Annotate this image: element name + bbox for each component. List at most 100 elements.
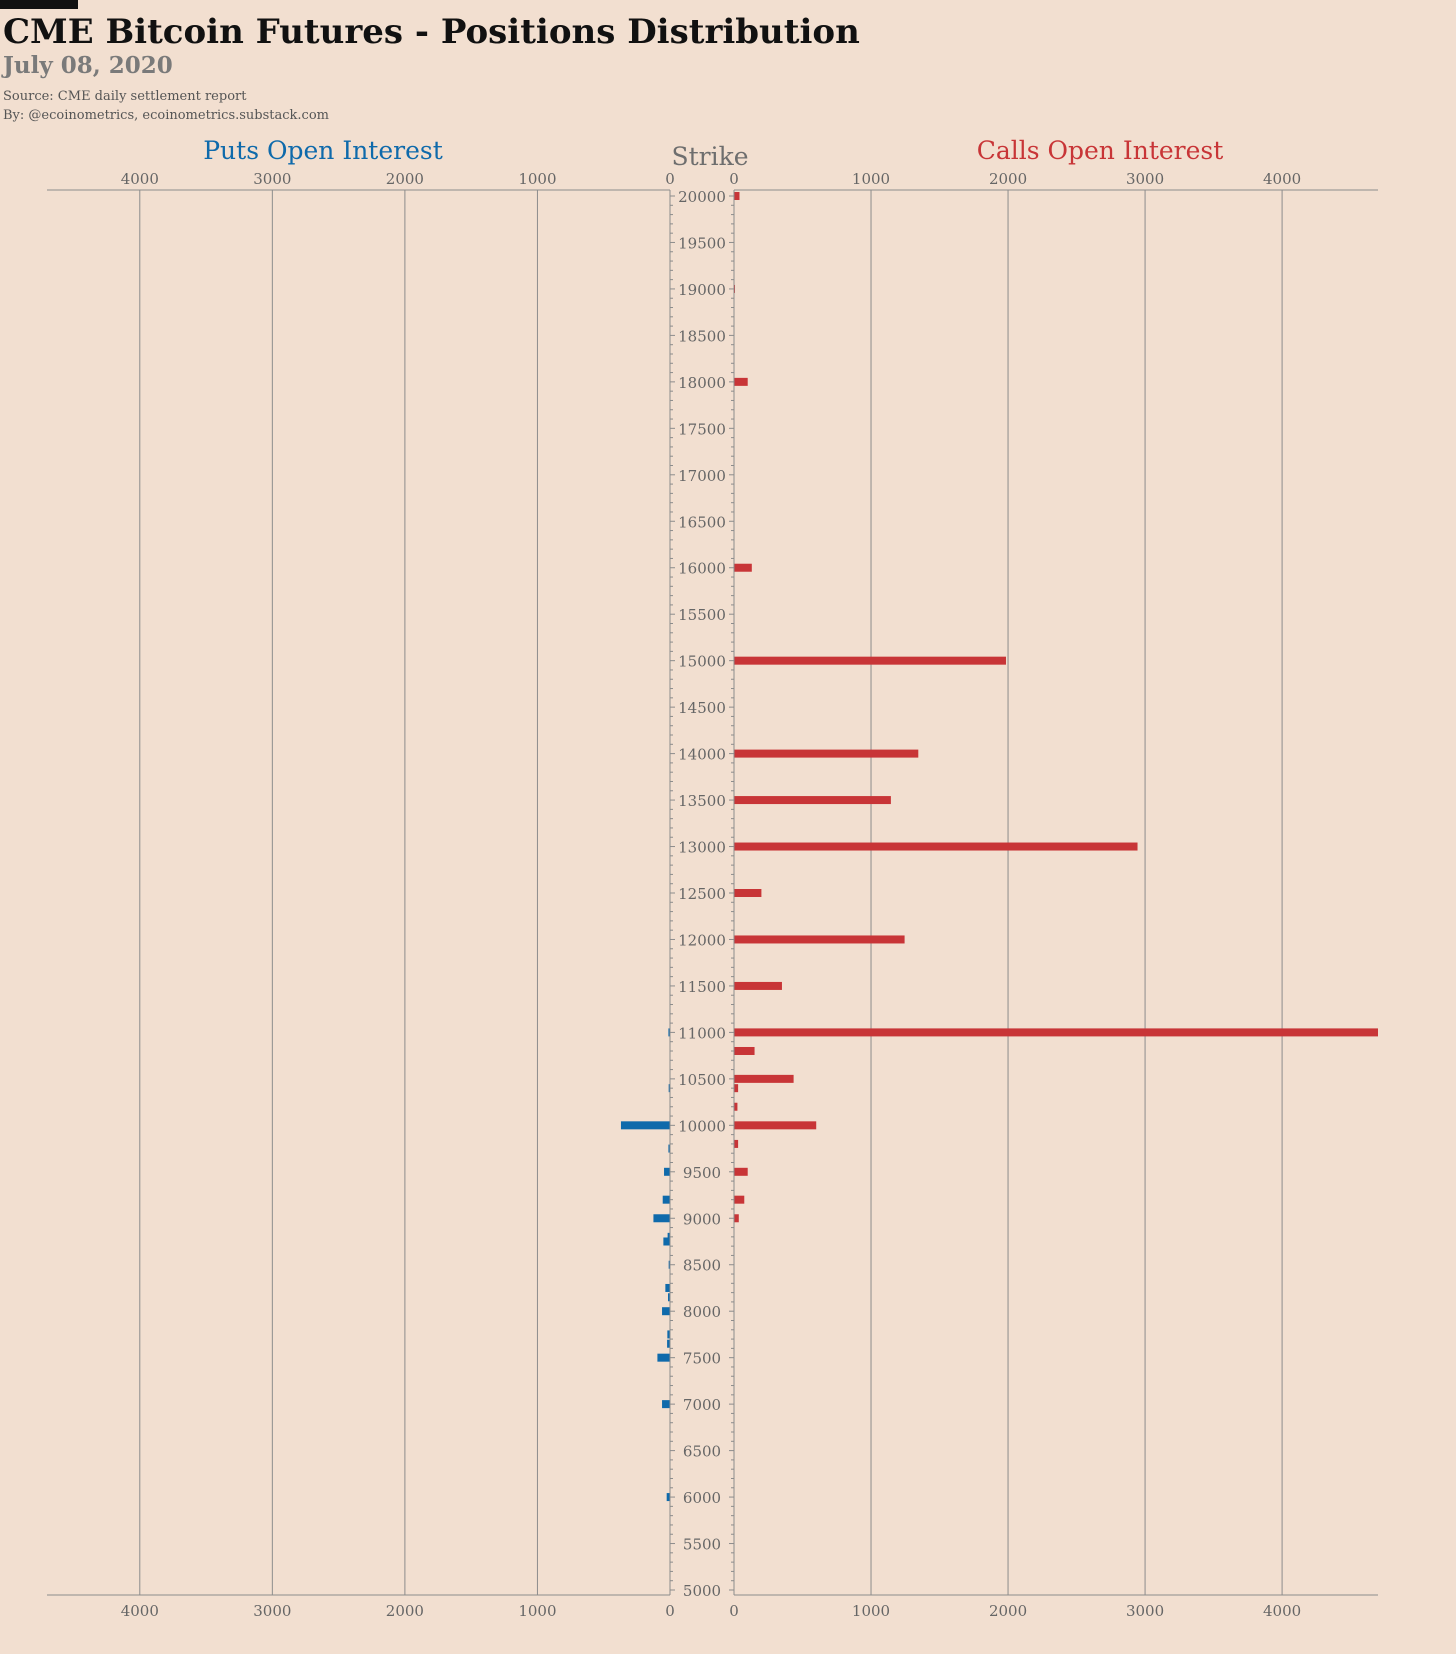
call-bar-9500 — [734, 1167, 748, 1176]
byline-note: By: @ecoinometrics, ecoinometrics.substa… — [3, 108, 329, 123]
strike-tick-label: 9000 — [683, 1210, 721, 1228]
call-bar-13000 — [734, 842, 1138, 851]
strike-tick-label: 6500 — [683, 1443, 721, 1461]
strike-tick-label: 14500 — [678, 699, 726, 717]
axis-layer: 0 0 0 0 1000 1000 1000 1000 2000 2000 2000 2000 3000… — [47, 170, 1378, 1620]
strike-tick-label: 7000 — [683, 1396, 721, 1414]
strike-tick-label: 6000 — [683, 1489, 721, 1507]
call-bar-11000 — [734, 1028, 1378, 1037]
put-bar-8500 — [668, 1260, 670, 1269]
puts-axis-title: Puts Open Interest — [203, 136, 443, 165]
call-bar-9200 — [734, 1195, 745, 1204]
puts-x-tick-label-top: 0 — [665, 170, 675, 188]
strike-tick-label: 12500 — [678, 885, 726, 903]
strike-tick-label: 13000 — [678, 839, 726, 857]
strike-tick-label: 12000 — [678, 931, 726, 949]
put-bar-7000 — [662, 1400, 670, 1409]
put-bar-10000 — [620, 1121, 670, 1130]
puts-x-tick-label-top: 4000 — [121, 170, 159, 188]
call-bar-12000 — [734, 935, 905, 944]
strike-tick-label: 11000 — [678, 1024, 726, 1042]
strike-tick-label: 5000 — [683, 1582, 721, 1600]
call-bar-10800 — [734, 1046, 755, 1055]
bar-layer — [620, 192, 1378, 1502]
chart-title: CME Bitcoin Futures - Positions Distribu… — [3, 12, 860, 52]
put-bar-7650 — [667, 1339, 670, 1348]
calls-axis-title: Calls Open Interest — [977, 136, 1224, 165]
strike-tick-label: 10500 — [678, 1071, 726, 1089]
put-bar-11000 — [668, 1028, 670, 1037]
strike-tick-label: 10000 — [678, 1117, 726, 1135]
call-bar-10500 — [734, 1074, 794, 1083]
strike-tick-label: 14000 — [678, 746, 726, 764]
call-bar-10400 — [734, 1084, 739, 1093]
calls-x-tick-label-bottom: 2000 — [989, 1602, 1027, 1620]
calls-x-tick-label-bottom: 3000 — [1126, 1602, 1164, 1620]
puts-x-tick-label-bottom: 0 — [665, 1602, 675, 1620]
put-bar-8000 — [662, 1307, 670, 1316]
call-bar-14000 — [734, 749, 919, 758]
strike-tick-label: 8500 — [683, 1257, 721, 1275]
strike-tick-label: 15000 — [678, 653, 726, 671]
calls-x-tick-label-top: 0 — [729, 170, 739, 188]
put-bar-9500 — [664, 1167, 670, 1176]
put-bar-9750 — [668, 1144, 670, 1153]
put-bar-7750 — [667, 1330, 670, 1339]
strike-tick-label: 17500 — [678, 420, 726, 438]
strike-axis-title: Strike — [671, 142, 748, 171]
calls-x-tick-label-top: 1000 — [852, 170, 890, 188]
calls-x-tick-label-bottom: 0 — [729, 1602, 739, 1620]
strike-tick-label: 9500 — [683, 1164, 721, 1182]
put-bar-8250 — [665, 1283, 670, 1292]
calls-x-tick-label-top: 3000 — [1126, 170, 1164, 188]
call-bar-18000 — [734, 377, 748, 386]
call-bar-15000 — [734, 656, 1006, 665]
calls-x-tick-label-bottom: 4000 — [1263, 1602, 1301, 1620]
strike-tick-label: 17000 — [678, 467, 726, 485]
call-bar-10200 — [734, 1102, 738, 1111]
strike-tick-label: 15500 — [678, 606, 726, 624]
strike-tick-label: 16000 — [678, 560, 726, 578]
put-bar-8150 — [668, 1293, 670, 1302]
call-bar-9800 — [734, 1139, 739, 1148]
call-bar-10000 — [734, 1121, 817, 1130]
top-accent-bar — [0, 0, 78, 9]
call-bar-12500 — [734, 889, 762, 897]
call-bar-9000 — [734, 1214, 739, 1223]
put-bar-9000 — [653, 1214, 670, 1223]
strike-tick-label: 16500 — [678, 513, 726, 531]
strike-tick-label: 18000 — [678, 374, 726, 392]
put-bar-10400 — [668, 1084, 670, 1093]
call-bar-16000 — [734, 563, 752, 572]
strike-tick-label: 18500 — [678, 327, 726, 345]
calls-x-tick-label-bottom: 1000 — [852, 1602, 890, 1620]
strike-tick-label: 11500 — [678, 978, 726, 996]
chart-date: July 08, 2020 — [3, 52, 173, 79]
put-bar-7500 — [657, 1353, 670, 1362]
grid-layer — [139, 190, 1283, 1595]
strike-tick-label: 19500 — [678, 234, 726, 252]
puts-x-tick-label-bottom: 2000 — [386, 1602, 424, 1620]
calls-x-tick-label-top: 4000 — [1263, 170, 1301, 188]
puts-x-tick-label-top: 2000 — [386, 170, 424, 188]
put-bar-6000 — [666, 1493, 670, 1502]
source-note: Source: CME daily settlement report — [3, 89, 247, 104]
strike-tick-label: 13500 — [678, 792, 726, 810]
puts-x-tick-label-bottom: 1000 — [518, 1602, 556, 1620]
puts-x-tick-label-top: 1000 — [518, 170, 556, 188]
strike-tick-label: 20000 — [678, 188, 726, 206]
strike-tick-label: 19000 — [678, 281, 726, 299]
puts-x-tick-label-top: 3000 — [253, 170, 291, 188]
calls-x-tick-label-top: 2000 — [989, 170, 1027, 188]
strike-tick-label: 7500 — [683, 1350, 721, 1368]
put-bar-8800 — [667, 1232, 670, 1241]
call-bar-20000 — [734, 192, 740, 200]
strike-tick-label: 5500 — [683, 1536, 721, 1554]
put-bar-8750 — [663, 1237, 670, 1246]
puts-x-tick-label-bottom: 4000 — [121, 1602, 159, 1620]
call-bar-13500 — [734, 796, 891, 805]
puts-x-tick-label-bottom: 3000 — [253, 1602, 291, 1620]
strike-tick-label: 8000 — [683, 1303, 721, 1321]
call-bar-11500 — [734, 981, 782, 990]
